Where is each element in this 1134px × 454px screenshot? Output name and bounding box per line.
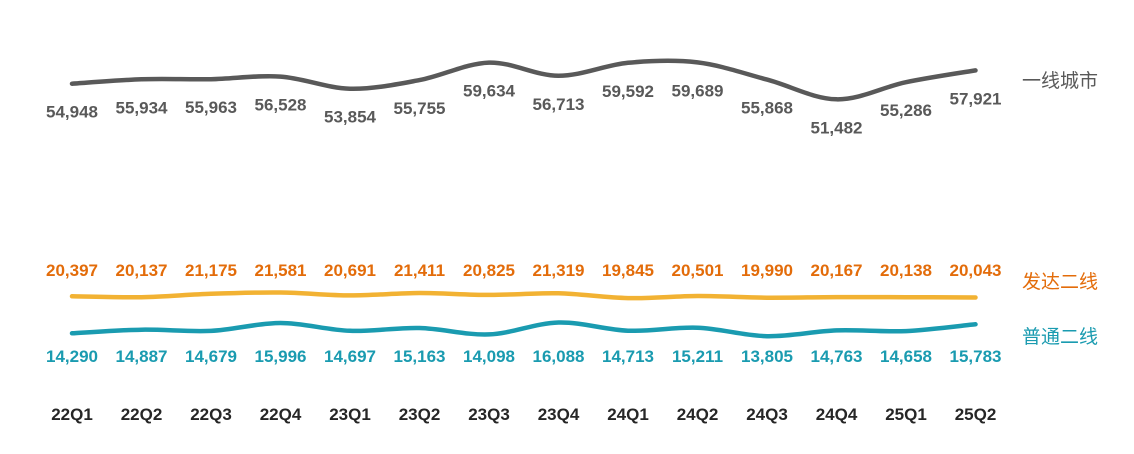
- data-label-series-3: 14,763: [811, 347, 863, 366]
- data-label-series-2: 21,411: [394, 261, 445, 280]
- data-label-series-3: 15,783: [950, 347, 1002, 366]
- data-label-series-3: 14,658: [880, 347, 932, 366]
- data-label-series-1: 57,921: [950, 89, 1002, 108]
- data-label-series-1: 55,868: [741, 99, 793, 118]
- x-tick-label: 24Q3: [746, 405, 788, 424]
- x-tick-label: 22Q1: [51, 405, 93, 424]
- data-label-series-2: 20,137: [116, 261, 168, 280]
- data-label-series-3: 13,805: [741, 347, 793, 366]
- data-label-series-2: 20,825: [463, 261, 515, 280]
- data-label-series-1: 55,934: [116, 98, 169, 117]
- x-tick-label: 22Q3: [190, 405, 232, 424]
- data-label-series-3: 15,211: [672, 347, 723, 366]
- series-name-2: 发达二线: [1022, 271, 1098, 293]
- data-label-series-3: 14,679: [185, 347, 237, 366]
- data-label-series-1: 55,286: [880, 101, 932, 120]
- data-label-series-2: 20,138: [880, 261, 932, 280]
- x-tick-label: 23Q1: [329, 405, 371, 424]
- x-tick-label: 24Q4: [816, 405, 858, 424]
- data-label-series-1: 59,634: [463, 82, 516, 101]
- series-name-1: 一线城市: [1022, 70, 1098, 92]
- data-label-series-2: 21,175: [185, 261, 237, 280]
- x-tick-label: 22Q2: [121, 405, 163, 424]
- x-tick-label: 23Q3: [468, 405, 510, 424]
- data-label-series-3: 15,163: [394, 347, 446, 366]
- series-line-3: [69, 320, 978, 339]
- data-label-series-1: 55,963: [185, 98, 237, 117]
- data-label-series-2: 20,691: [324, 261, 376, 280]
- data-label-series-2: 21,581: [255, 261, 307, 280]
- x-axis-ticks: 22Q1 22Q2 22Q3 22Q4 23Q1 23Q2 23Q3 23Q4 24Q1 24Q2…: [51, 405, 996, 424]
- series-lines: [69, 58, 978, 339]
- data-label-series-3: 14,697: [324, 347, 376, 366]
- series-name-3: 普通二线: [1022, 326, 1098, 348]
- series-line-2: [69, 290, 978, 301]
- x-tick-label: 25Q2: [955, 405, 997, 424]
- data-label-series-1: 56,713: [533, 95, 585, 114]
- series-line-1: [69, 58, 978, 102]
- data-label-series-2: 19,845: [602, 261, 654, 280]
- data-label-series-3: 14,713: [602, 347, 654, 366]
- data-label-series-1: 51,482: [811, 118, 863, 137]
- data-label-series-1: 59,689: [672, 81, 724, 100]
- data-labels: 54,948 55,934 55,963 56,528 53,854 55,755 59,6…: [46, 81, 1002, 366]
- data-label-series-3: 16,088: [533, 347, 585, 366]
- x-tick-label: 22Q4: [260, 405, 302, 424]
- data-label-series-2: 20,167: [811, 261, 863, 280]
- data-label-series-3: 14,887: [116, 347, 168, 366]
- data-label-series-2: 19,990: [741, 261, 793, 280]
- data-label-series-2: 20,501: [672, 261, 724, 280]
- x-tick-label: 23Q4: [538, 405, 580, 424]
- x-tick-label: 23Q2: [399, 405, 441, 424]
- data-label-series-1: 55,755: [394, 99, 446, 118]
- data-label-series-1: 59,592: [602, 82, 654, 101]
- data-label-series-2: 20,043: [950, 261, 1002, 280]
- data-label-series-1: 53,854: [324, 108, 377, 127]
- x-tick-label: 24Q1: [607, 405, 649, 424]
- x-tick-label: 25Q1: [885, 405, 927, 424]
- data-label-series-3: 14,290: [46, 347, 98, 366]
- data-label-series-1: 56,528: [255, 96, 307, 115]
- data-label-series-2: 20,397: [46, 261, 98, 280]
- data-label-series-3: 14,098: [463, 347, 515, 366]
- x-tick-label: 24Q2: [677, 405, 719, 424]
- data-label-series-2: 21,319: [533, 261, 585, 280]
- data-label-series-1: 54,948: [46, 103, 98, 122]
- data-label-series-3: 15,996: [255, 347, 307, 366]
